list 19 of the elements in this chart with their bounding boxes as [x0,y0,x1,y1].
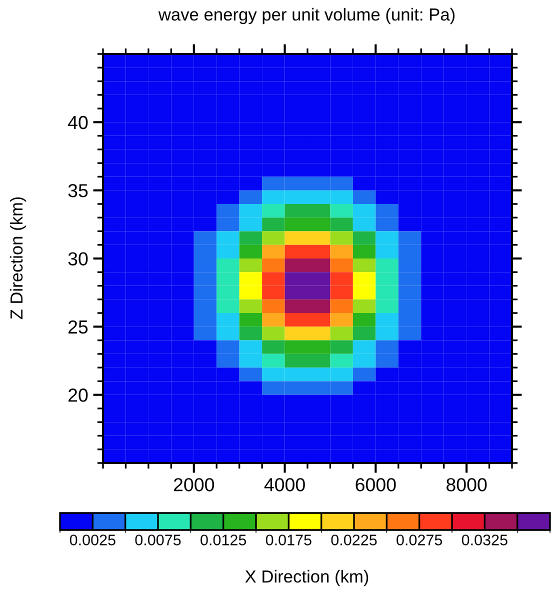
color-bar-label: 0.0225 [331,534,377,546]
color-bar-label: 0.0325 [462,534,508,546]
color-bar-label: 0.0175 [266,534,312,546]
chart-title: wave energy per unit volume (unit: Pa) [158,8,455,24]
y-tick-label: 30 [68,252,88,266]
x-tick-label: 2000 [174,478,214,492]
x-tick-label: 4000 [264,478,305,492]
y-tick-label: 25 [68,320,88,334]
x-tick-label: 6000 [356,478,396,492]
y-axis-title: Z Direction (km) [10,197,26,320]
color-bar-label: 0.0275 [396,534,442,546]
y-tick-label: 20 [68,388,88,402]
x-axis-title: X Direction (km) [245,570,368,586]
x-tick-label: 8000 [446,478,487,492]
color-bar-label: 0.0125 [200,534,246,546]
y-tick-label: 40 [68,116,88,130]
color-bar-label: 0.0075 [135,534,181,546]
color-bar-label: 0.0025 [70,534,116,546]
y-tick-label: 35 [68,184,88,198]
